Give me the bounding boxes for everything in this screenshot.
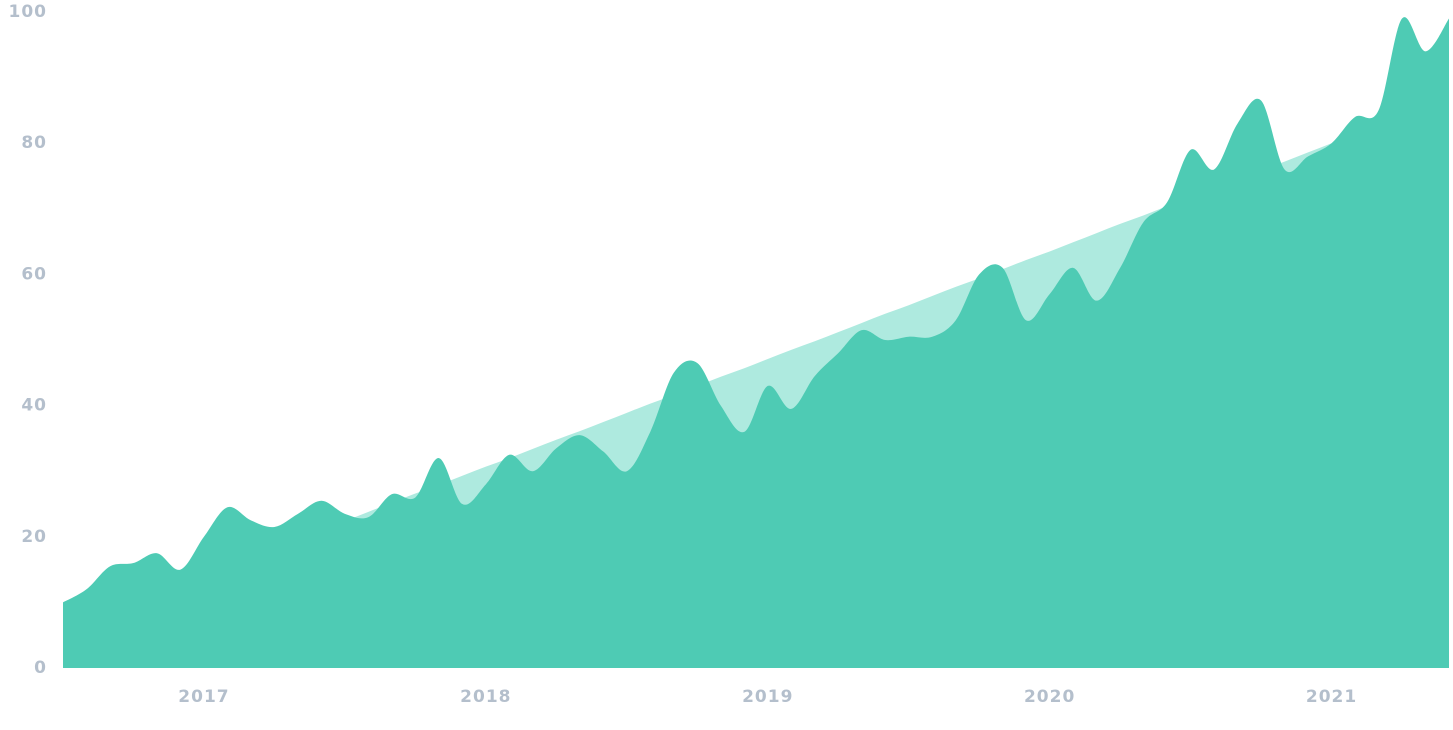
area <box>63 17 1449 668</box>
y-tick-label: 100 <box>9 2 48 22</box>
y-tick-label: 40 <box>21 396 47 416</box>
x-tick-label: 2021 <box>1306 687 1357 707</box>
x-tick-label: 2017 <box>178 687 229 707</box>
y-tick-label: 60 <box>21 264 47 284</box>
y-tick-label: 0 <box>34 658 47 678</box>
x-tick-label: 2020 <box>1024 687 1075 707</box>
x-tick-label: 2018 <box>460 687 511 707</box>
x-tick-label: 2019 <box>742 687 793 707</box>
y-tick-label: 80 <box>21 133 47 153</box>
y-tick-label: 20 <box>21 527 47 547</box>
